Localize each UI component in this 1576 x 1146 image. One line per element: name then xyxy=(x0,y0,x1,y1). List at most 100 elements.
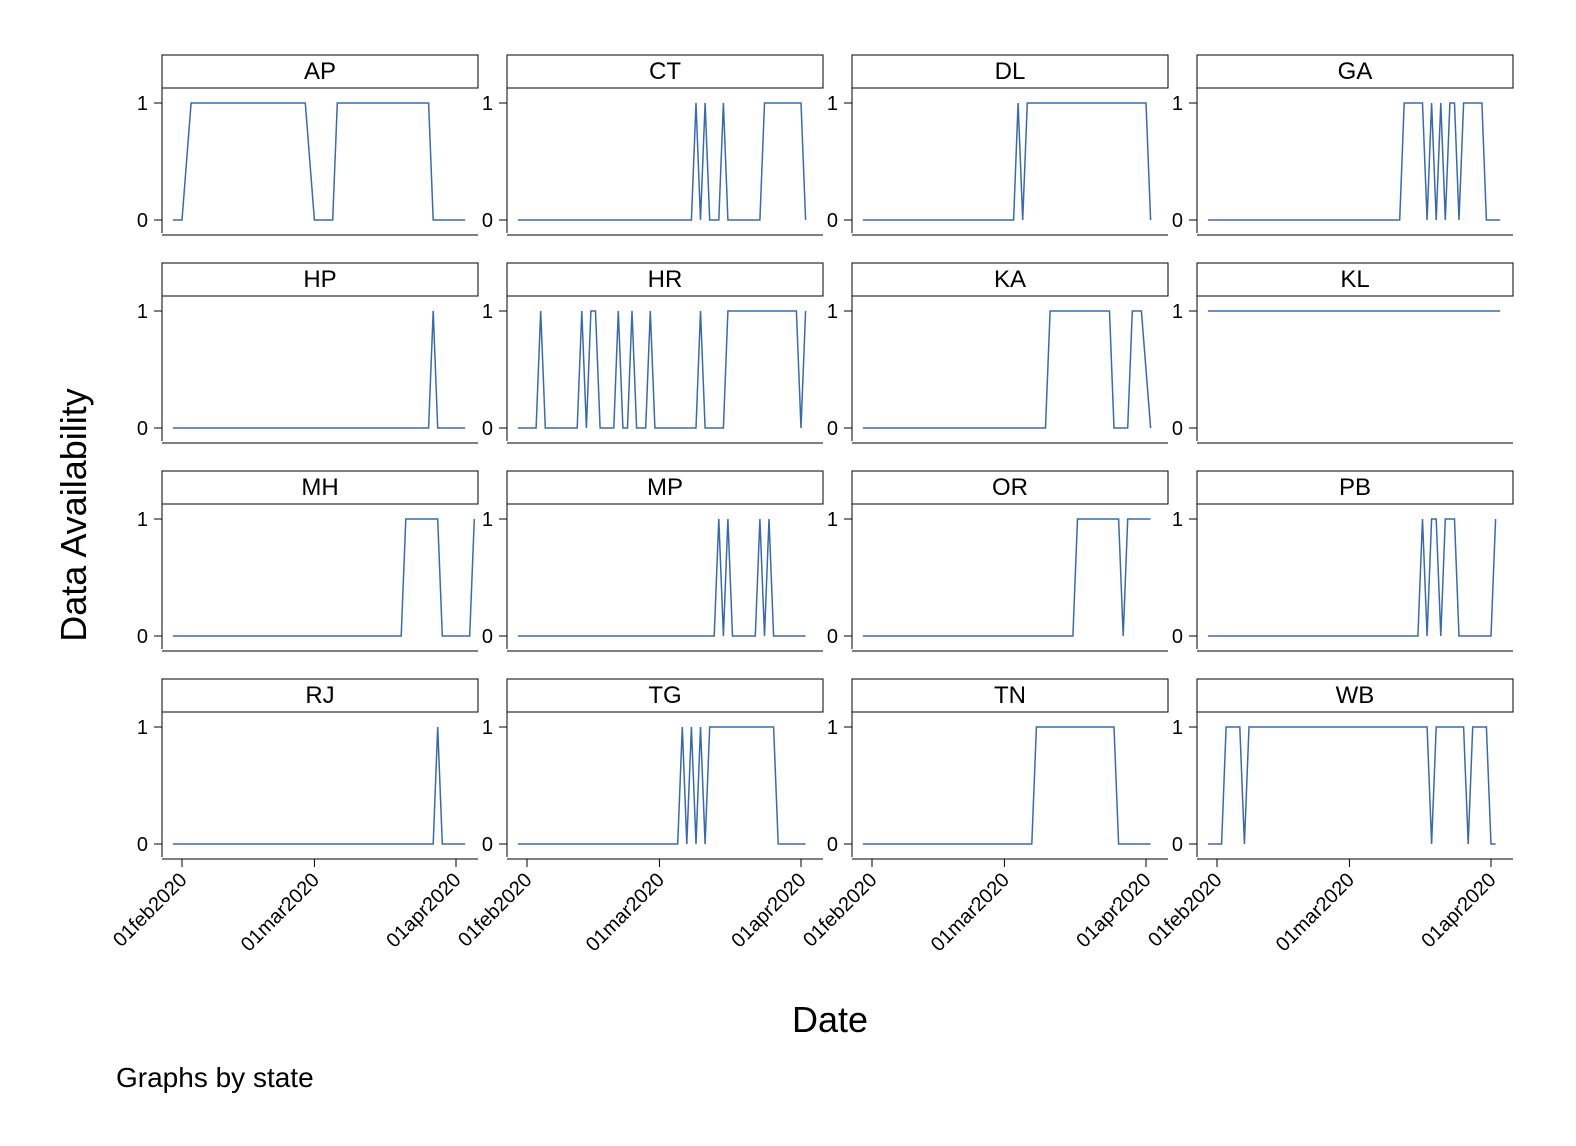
panel-pb: PB 0 1 xyxy=(1172,470,1514,652)
series-line-mp xyxy=(517,518,806,637)
strip-header xyxy=(1196,470,1514,505)
strip-label: KL xyxy=(1340,266,1369,293)
strip-label: WB xyxy=(1336,682,1375,709)
x-tick-label: 01apr2020 xyxy=(382,869,465,952)
y-tick-label: 1 xyxy=(482,717,493,739)
y-tick-label: 1 xyxy=(482,509,493,531)
x-tick-label: 01mar2020 xyxy=(1272,869,1359,956)
strip-header xyxy=(506,262,824,297)
strip-label: HP xyxy=(303,266,336,293)
y-tick-label: 0 xyxy=(137,626,148,648)
strip-label: HR xyxy=(648,266,683,293)
y-tick-label: 0 xyxy=(1172,210,1183,232)
series-line-hp xyxy=(172,310,466,429)
panel-dl: DL 0 1 xyxy=(827,54,1169,236)
panel-ap: AP 0 1 xyxy=(137,54,479,236)
y-tick-label: 1 xyxy=(1172,717,1183,739)
strip-header xyxy=(506,678,824,713)
y-tick-label: 0 xyxy=(482,834,493,856)
panel-mp: MP 0 1 xyxy=(482,470,824,652)
strip-header xyxy=(851,470,1169,505)
y-tick-label: 0 xyxy=(827,210,838,232)
x-tick-label: 01apr2020 xyxy=(1417,869,1500,952)
strip-label: DL xyxy=(995,58,1026,85)
strip-label: TG xyxy=(648,682,681,709)
panel-mh: MH 0 1 xyxy=(137,470,479,652)
y-tick-label: 0 xyxy=(827,834,838,856)
strip-label: GA xyxy=(1338,58,1373,85)
series-line-pb xyxy=(1207,518,1497,637)
y-tick-label: 1 xyxy=(827,509,838,531)
panel-kl: KL 0 1 xyxy=(1172,262,1514,444)
panel-tg: TG 0 1 01feb2020 01mar2020 01apr2020 xyxy=(454,678,824,956)
panel-wb: WB 0 1 01feb2020 01mar2020 01apr2020 xyxy=(1144,678,1514,956)
strip-header xyxy=(851,262,1169,297)
x-tick-label: 01apr2020 xyxy=(1072,869,1155,952)
y-tick-label: 0 xyxy=(827,418,838,440)
y-tick-label: 0 xyxy=(1172,418,1183,440)
x-tick-label: 01apr2020 xyxy=(727,869,810,952)
strip-label: CT xyxy=(649,58,681,85)
strip-header xyxy=(161,678,479,713)
y-tick-label: 1 xyxy=(137,509,148,531)
series-line-ap xyxy=(172,102,466,221)
strip-label: RJ xyxy=(305,682,334,709)
panel-rj: RJ 0 1 01feb2020 01mar2020 01apr2020 xyxy=(109,678,479,956)
y-tick-label: 1 xyxy=(137,93,148,115)
y-tick-label: 0 xyxy=(1172,626,1183,648)
series-line-tg xyxy=(517,726,806,845)
y-axis-title: Data Availability xyxy=(53,388,94,641)
strip-header xyxy=(1196,262,1514,297)
strip-header xyxy=(506,470,824,505)
y-tick-label: 0 xyxy=(137,418,148,440)
strip-header xyxy=(1196,678,1514,713)
panels-group: AP01CT01DL01GA01HP01HR01KA01KL01MH01MP01… xyxy=(109,54,1514,956)
strip-header xyxy=(161,262,479,297)
strip-label: OR xyxy=(992,474,1028,501)
panel-or: OR 0 1 xyxy=(827,470,1169,652)
y-tick-label: 1 xyxy=(1172,509,1183,531)
series-line-rj xyxy=(172,726,466,845)
series-line-ct xyxy=(517,102,807,221)
series-line-ka xyxy=(862,310,1152,429)
series-line-mh xyxy=(172,518,476,637)
y-tick-label: 1 xyxy=(827,301,838,323)
x-tick-label: 01feb2020 xyxy=(109,869,191,951)
panel-hr: HR 0 1 xyxy=(482,262,824,444)
strip-header xyxy=(161,54,479,89)
y-tick-label: 1 xyxy=(137,717,148,739)
panel-ct: CT 0 1 xyxy=(482,54,824,236)
strip-label: TN xyxy=(994,682,1026,709)
x-tick-label: 01mar2020 xyxy=(237,869,324,956)
panel-ga: GA 0 1 xyxy=(1172,54,1514,236)
y-tick-label: 0 xyxy=(1172,834,1183,856)
series-line-ga xyxy=(1207,102,1501,221)
strip-label: PB xyxy=(1339,474,1371,501)
strip-label: MH xyxy=(301,474,338,501)
y-tick-label: 1 xyxy=(827,93,838,115)
x-axis-title: Date xyxy=(792,999,868,1040)
strip-label: MP xyxy=(647,474,683,501)
y-tick-label: 0 xyxy=(137,210,148,232)
y-tick-label: 1 xyxy=(482,301,493,323)
series-line-wb xyxy=(1207,726,1496,845)
panel-ka: KA 0 1 xyxy=(827,262,1169,444)
panel-tn: TN 0 1 01feb2020 01mar2020 01apr2020 xyxy=(799,678,1169,956)
x-tick-label: 01mar2020 xyxy=(582,869,669,956)
y-tick-label: 0 xyxy=(482,210,493,232)
x-tick-label: 01mar2020 xyxy=(927,869,1014,956)
x-tick-label: 01feb2020 xyxy=(799,869,881,951)
y-tick-label: 0 xyxy=(827,626,838,648)
series-line-dl xyxy=(862,102,1152,221)
strip-header xyxy=(1196,54,1514,89)
strip-header xyxy=(851,54,1169,89)
y-tick-label: 0 xyxy=(482,626,493,648)
strip-label: KA xyxy=(994,266,1026,293)
x-tick-label: 01feb2020 xyxy=(1144,869,1226,951)
y-tick-label: 1 xyxy=(482,93,493,115)
y-tick-label: 0 xyxy=(137,834,148,856)
y-tick-label: 1 xyxy=(1172,301,1183,323)
y-tick-label: 1 xyxy=(827,717,838,739)
strip-header xyxy=(506,54,824,89)
